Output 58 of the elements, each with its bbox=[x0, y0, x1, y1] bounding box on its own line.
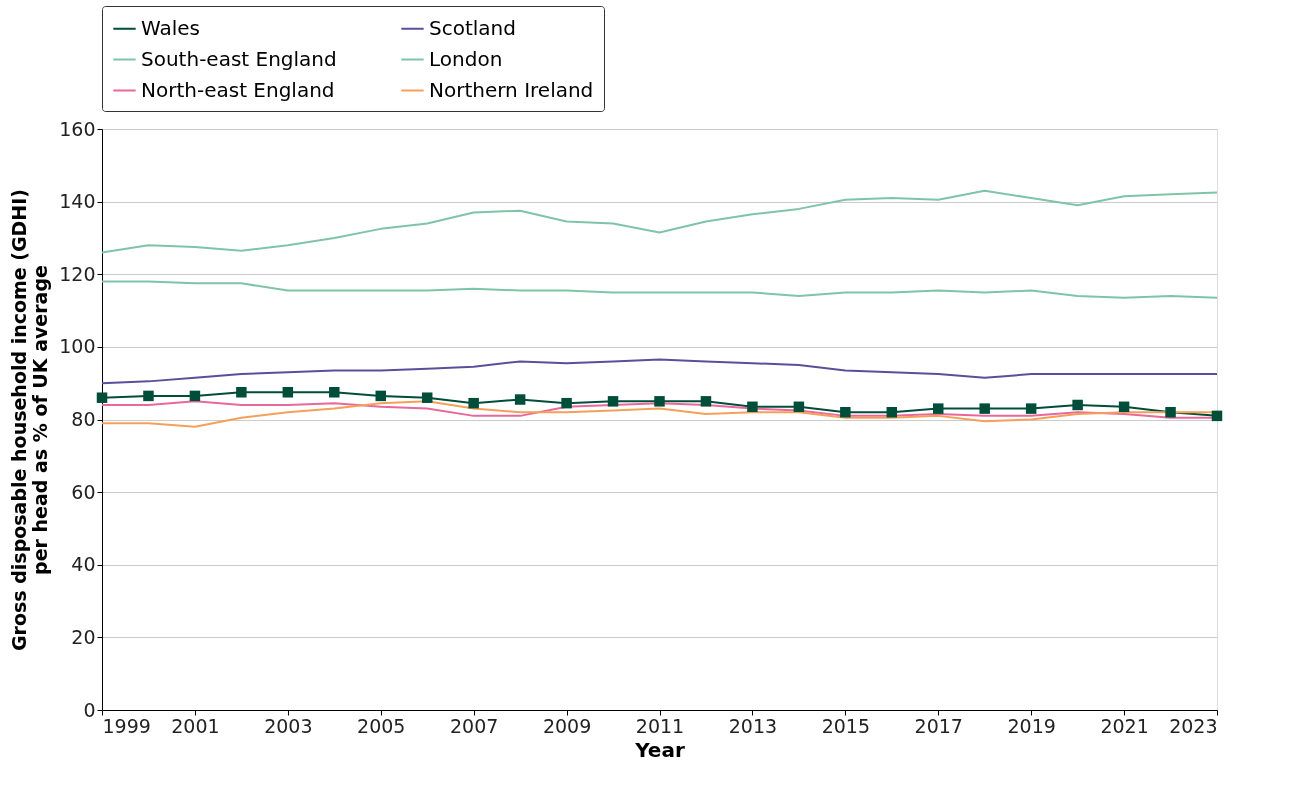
x-tick-label: 2017 bbox=[914, 714, 963, 737]
y-tick-label: 160 bbox=[59, 117, 96, 140]
x-tick-label: 2015 bbox=[821, 714, 871, 737]
line-series bbox=[101, 189, 1218, 254]
x-tick-label: 2009 bbox=[542, 714, 592, 737]
point bbox=[607, 396, 619, 407]
legend-label: London bbox=[429, 46, 503, 71]
y-tick-label: 60 bbox=[71, 480, 96, 503]
y-tick-label: 0 bbox=[83, 698, 96, 721]
point bbox=[654, 396, 665, 407]
x-axis-title: Year bbox=[634, 737, 685, 762]
x-tick-label: 2023 bbox=[1169, 714, 1218, 737]
point bbox=[979, 403, 990, 414]
point bbox=[933, 403, 944, 414]
x-tick-label: 2001 bbox=[171, 714, 220, 737]
point bbox=[236, 387, 247, 398]
y-tick-label: 80 bbox=[71, 408, 96, 430]
point bbox=[468, 397, 479, 409]
point bbox=[1118, 401, 1130, 413]
line-series bbox=[101, 358, 1218, 385]
y-axis-title: Gross disposable household income (GDHI) per head as % of UK average bbox=[8, 188, 52, 652]
x-tick-label: 2005 bbox=[357, 714, 406, 737]
point bbox=[375, 390, 386, 402]
x-tick-label: 2013 bbox=[728, 714, 778, 737]
point bbox=[840, 406, 851, 418]
x-tick-label: 2011 bbox=[635, 714, 685, 737]
x-tick-label: 1999 bbox=[102, 714, 151, 737]
point bbox=[282, 387, 294, 398]
x-tick-label: 2019 bbox=[1007, 714, 1056, 737]
x-tick-label: 2007 bbox=[449, 714, 499, 737]
point bbox=[561, 397, 572, 409]
point bbox=[96, 392, 108, 403]
y-tick-label: 20 bbox=[71, 625, 96, 648]
legend-label: North-east England bbox=[141, 77, 335, 102]
point bbox=[421, 392, 433, 403]
y-tick-label: 120 bbox=[59, 262, 96, 285]
point bbox=[1165, 406, 1176, 418]
legend-label: Wales bbox=[141, 15, 201, 40]
point bbox=[329, 387, 340, 398]
point bbox=[514, 394, 526, 405]
point bbox=[886, 406, 898, 418]
point bbox=[1025, 403, 1037, 414]
legend-label: South-east England bbox=[141, 46, 337, 71]
point bbox=[143, 390, 154, 402]
x-tick-label: 2021 bbox=[1100, 714, 1149, 737]
point bbox=[189, 390, 201, 402]
y-tick-label: 40 bbox=[71, 553, 96, 576]
point bbox=[1072, 399, 1083, 411]
x-tick-label: 2003 bbox=[264, 714, 313, 737]
point bbox=[747, 401, 758, 413]
y-tick-label: 100 bbox=[59, 335, 96, 358]
legend-label: Northern Ireland bbox=[429, 77, 594, 102]
y-tick-label: 140 bbox=[59, 190, 96, 213]
line-series bbox=[101, 280, 1218, 299]
point bbox=[793, 401, 805, 413]
point bbox=[700, 396, 712, 407]
legend-label: Scotland bbox=[429, 15, 516, 40]
point bbox=[1211, 410, 1223, 422]
